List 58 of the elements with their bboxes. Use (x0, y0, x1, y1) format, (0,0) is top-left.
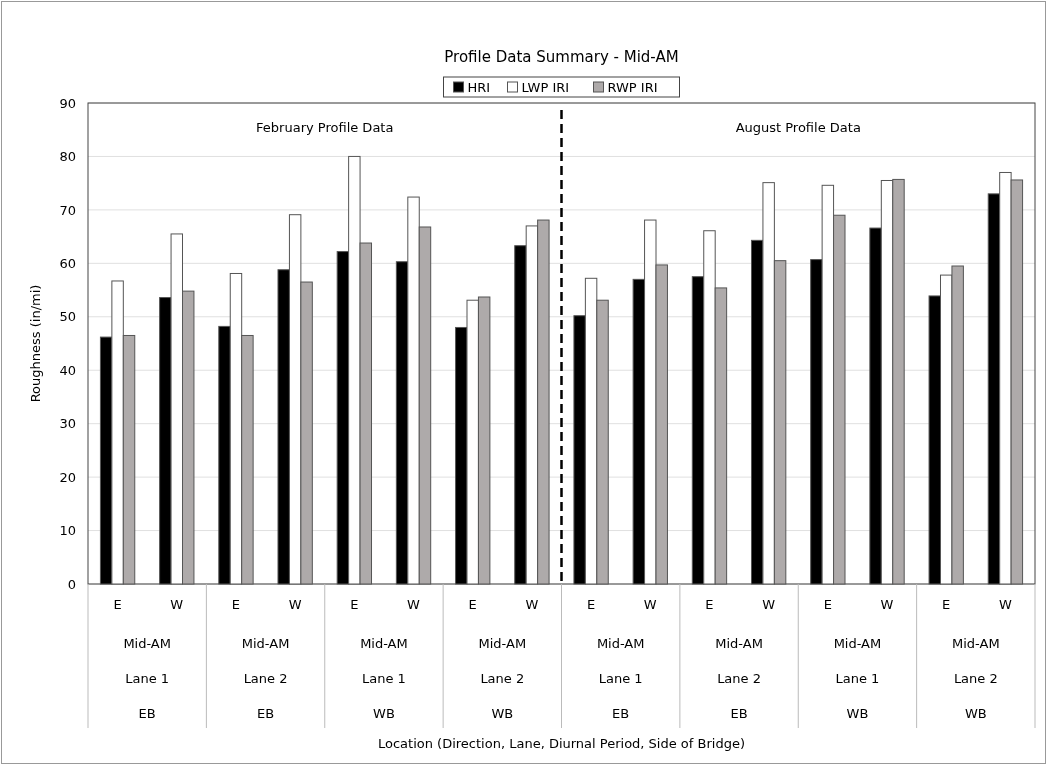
text: Lane 2 (243, 671, 288, 686)
text: EB (612, 706, 630, 721)
y-tick-label: 0 (67, 576, 76, 592)
text: WB (491, 706, 514, 721)
annotation: August Profile Data (735, 120, 861, 135)
text: Mid-AM (123, 636, 171, 651)
text: EB (730, 706, 748, 721)
legend-label: LWP IRI (521, 80, 570, 95)
text: WB (373, 706, 395, 721)
x-tick-label: E (705, 597, 714, 613)
text: EB (138, 706, 156, 721)
y-tick-label: 90 (59, 95, 76, 111)
y-axis-title: Roughness (in/mi) (28, 284, 43, 403)
text: Mid-AM (241, 636, 290, 651)
x-tick-label: W (170, 597, 184, 613)
y-tick-label: 30 (59, 416, 76, 432)
text: Lane 2 (953, 671, 998, 686)
text: Lane 1 (125, 671, 170, 686)
y-tick-label: 20 (59, 469, 76, 485)
text: Location (Direction, Lane, Diurnal Period, Side of Bridge) (378, 736, 745, 751)
y-tick-label: 10 (59, 523, 76, 539)
legend-label: HRI (467, 80, 491, 95)
x-tick-label: E (231, 597, 241, 613)
text: Mid-AM (360, 636, 408, 651)
x-tick-label: W (525, 597, 539, 613)
text: Mid-AM (715, 636, 763, 651)
x-tick-label: W (998, 597, 1012, 613)
x-tick-label: W (880, 597, 894, 613)
text: EB (256, 706, 275, 721)
chart-title: Profile Data Summary - Mid-AM (444, 48, 679, 66)
y-tick-label: 80 (59, 149, 76, 165)
text: Lane 1 (835, 671, 880, 686)
text: WB (846, 706, 869, 721)
annotation: February Profile Data (256, 120, 394, 135)
text: Mid-AM (478, 636, 527, 651)
text: Mid-AM (596, 636, 645, 651)
text: Lane 2 (717, 671, 761, 686)
y-tick-label: 60 (59, 255, 76, 271)
y-tick-label: 70 (59, 202, 76, 218)
x-tick-label: W (643, 597, 657, 613)
text: Mid-AM (833, 636, 882, 651)
y-tick-label: 40 (59, 362, 76, 378)
x-tick-label: E (468, 597, 477, 613)
x-tick-label: W (762, 597, 776, 613)
text: Lane 1 (362, 671, 406, 686)
x-tick-label: E (586, 597, 596, 613)
x-tick-label: W (407, 597, 421, 613)
text: Mid-AM (952, 636, 1000, 651)
x-tick-label: E (942, 597, 951, 613)
x-tick-label: E (823, 597, 832, 613)
text: Lane 1 (598, 671, 643, 686)
x-tick-label: E (350, 597, 359, 613)
text: WB (964, 706, 987, 721)
text: Lane 2 (480, 671, 525, 686)
legend-label: RWP IRI (607, 80, 658, 95)
x-tick-label: W (288, 597, 302, 613)
x-tick-label: E (113, 597, 122, 613)
y-tick-label: 50 (59, 309, 76, 325)
